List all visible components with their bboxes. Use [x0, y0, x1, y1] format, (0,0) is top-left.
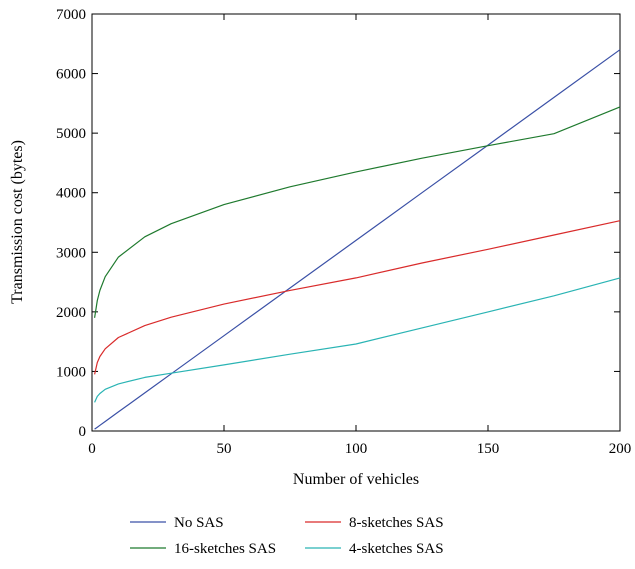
x-tick-label: 50 [217, 441, 232, 457]
x-axis-label: Number of vehicles [293, 471, 419, 488]
series-line-3 [94, 220, 621, 375]
series-line-1 [94, 49, 621, 430]
plot-frame [91, 13, 621, 432]
x-tick-label: 200 [609, 441, 632, 457]
y-tick-label: 0 [79, 424, 87, 440]
legend-label-2: 16-sketches SAS [174, 541, 276, 557]
y-tick-label: 4000 [56, 186, 86, 202]
series-line-4 [94, 277, 621, 403]
legend: No SAS 8-sketches SAS 16-sketches SAS 4-ske… [130, 515, 444, 557]
series-lines [94, 49, 621, 430]
y-tick-label: 6000 [56, 67, 86, 83]
y-axis-label: Transmission cost (bytes) [9, 140, 26, 304]
y-tick-label: 2000 [56, 305, 86, 321]
x-tick-label: 0 [88, 441, 96, 457]
legend-label-1: No SAS [174, 515, 224, 531]
y-tick-label: 7000 [56, 7, 86, 23]
y-axis: 0 1000 2000 3000 4000 5000 6000 7000 [56, 7, 620, 440]
legend-label-4: 4-sketches SAS [349, 541, 444, 557]
x-tick-label: 100 [345, 441, 368, 457]
series-line-2 [94, 106, 621, 318]
x-tick-label: 150 [477, 441, 500, 457]
x-axis: 0 50 100 150 200 [88, 14, 631, 457]
y-tick-label: 5000 [56, 126, 86, 142]
y-tick-label: 3000 [56, 245, 86, 261]
y-tick-label: 1000 [56, 364, 86, 380]
legend-label-3: 8-sketches SAS [349, 515, 444, 531]
